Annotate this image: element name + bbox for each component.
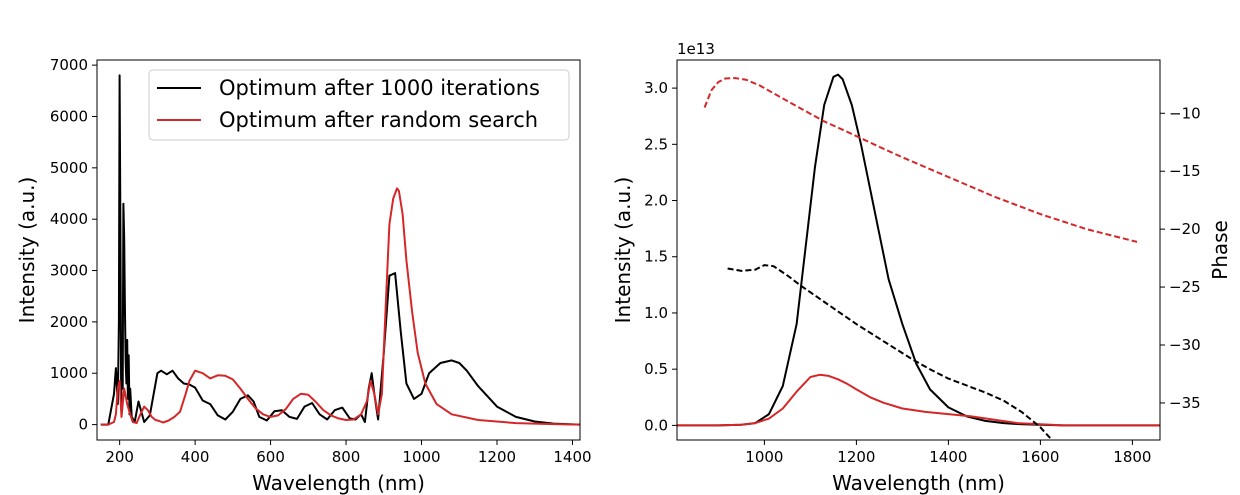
left-chart-legend: Optimum after 1000 iterations Optimum af…: [148, 69, 570, 141]
x-tick-label: 1200: [837, 448, 875, 466]
optimum-after-random-search-series-line: [100, 187, 580, 426]
x-tick-label: 1000: [745, 448, 783, 466]
left-chart-x-axis-label: Wavelength (nm): [252, 471, 425, 495]
y-tick-label: 0.0: [644, 416, 668, 434]
y-tick-label: 5000: [50, 159, 88, 177]
y-tick-label: 1.5: [644, 248, 668, 266]
right-y-tick-label: −35: [1169, 394, 1201, 412]
y-tick-label: 2.0: [644, 192, 668, 210]
right-chart-y-axis-label: Intensity (a.u.): [611, 177, 635, 324]
y-tick-label: 2.5: [644, 135, 668, 153]
right-y-tick-label: −15: [1169, 162, 1201, 180]
left-chart-y-axis-label: Intensity (a.u.): [15, 177, 39, 324]
x-tick-label: 600: [256, 448, 285, 466]
right-chart-x-axis-label: Wavelength (nm): [832, 471, 1005, 495]
x-tick-label: 1400: [553, 448, 591, 466]
y-tick-label: 4000: [50, 210, 88, 228]
y-tick-label: 0: [78, 416, 88, 434]
right-y-tick-label: −20: [1169, 220, 1201, 238]
y-tick-label: 3.0: [644, 79, 668, 97]
right-chart-axes-frame: [676, 59, 1161, 441]
legend-label-optimum-1000: Optimum after 1000 iterations: [219, 76, 540, 100]
x-tick-label: 400: [181, 448, 210, 466]
x-tick-label: 1400: [929, 448, 967, 466]
right-y-tick-label: −10: [1169, 104, 1201, 122]
y-tick-label: 2000: [50, 313, 88, 331]
x-tick-label: 1800: [1113, 448, 1151, 466]
y-tick-label: 0.5: [644, 360, 668, 378]
right-chart-right-y-axis-label: Phase: [1208, 220, 1232, 280]
phase-red-series-line: [703, 77, 1138, 243]
intensity-red-series-line: [677, 373, 1160, 427]
y-tick-label: 1.0: [644, 304, 668, 322]
x-tick-label: 800: [332, 448, 361, 466]
left-chart-axes-frame: [96, 59, 581, 441]
x-tick-label: 1200: [478, 448, 516, 466]
y-tick-label: 7000: [50, 56, 88, 74]
right-chart-ticks: 1000 1200 1400 1600 1800 0.0 0.5 1.0 1.5 2.0 2.5 3.…: [644, 79, 1201, 466]
optimum-after-1000-iterations-series-line: [100, 74, 580, 426]
right-chart-y-offset-text: 1e13: [677, 40, 715, 58]
legend-frame: [148, 69, 570, 141]
y-tick-label: 1000: [50, 364, 88, 382]
right-chart-series-group: [677, 73, 1160, 440]
right-chart: 1000 1200 1400 1600 1800 0.0 0.5 1.0 1.5 2.0 2.5 3.…: [611, 40, 1232, 495]
x-tick-label: 200: [105, 448, 134, 466]
right-y-tick-label: −30: [1169, 336, 1201, 354]
left-chart-series-group: [100, 74, 580, 426]
left-chart-ticks: 200 400 600 800 1000 1200 1400 0 1000 2000 3000 400…: [50, 56, 592, 466]
legend-label-random-search: Optimum after random search: [219, 108, 538, 132]
phase-black-series-line: [727, 264, 1053, 440]
x-tick-label: 1000: [402, 448, 440, 466]
y-tick-label: 6000: [50, 107, 88, 125]
x-tick-label: 1600: [1021, 448, 1059, 466]
left-chart: 200 400 600 800 1000 1200 1400 0 1000 2000 3000 400…: [15, 56, 592, 495]
y-tick-label: 3000: [50, 262, 88, 280]
right-y-tick-label: −25: [1169, 278, 1201, 296]
intensity-black-series-line: [677, 73, 1160, 427]
